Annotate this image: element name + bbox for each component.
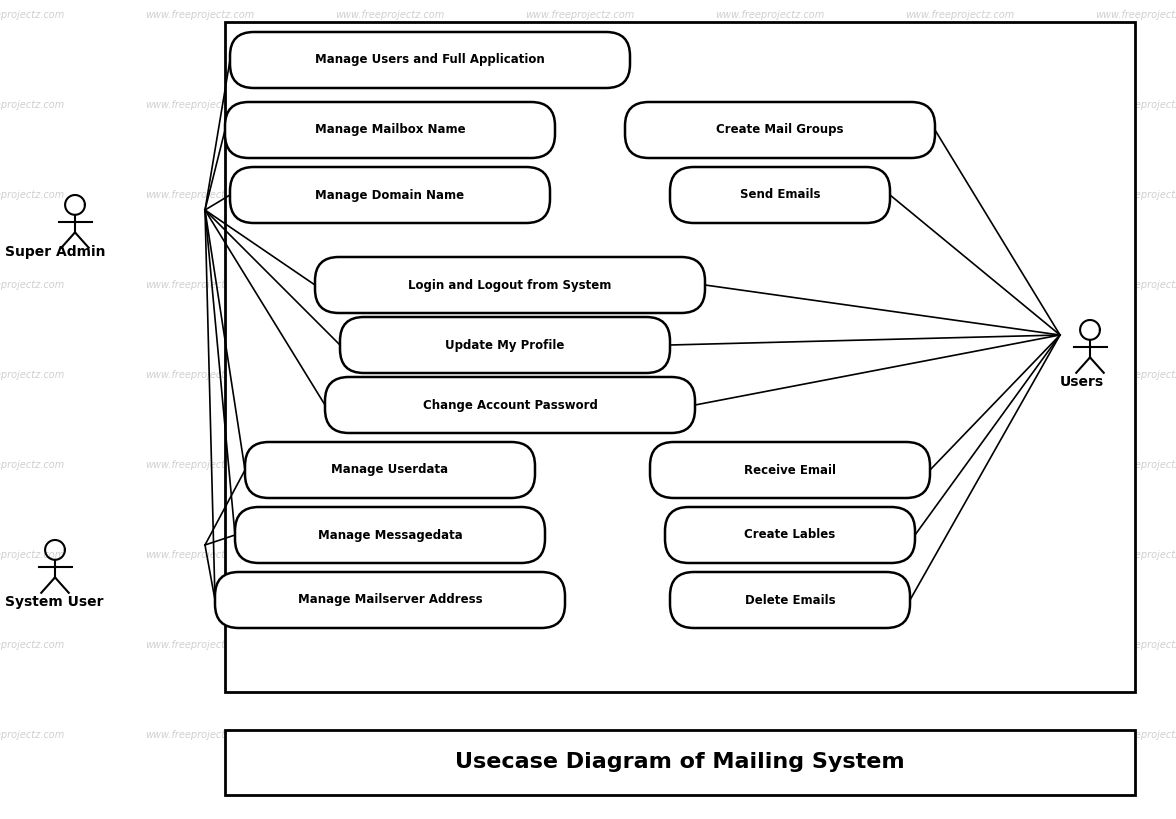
- Text: www.freeprojectz.com: www.freeprojectz.com: [146, 190, 255, 200]
- Text: www.freeprojectz.com: www.freeprojectz.com: [526, 280, 635, 290]
- Text: www.freeprojectz.com: www.freeprojectz.com: [1095, 10, 1176, 20]
- Text: www.freeprojectz.com: www.freeprojectz.com: [906, 190, 1015, 200]
- Text: www.freeprojectz.com: www.freeprojectz.com: [1095, 460, 1176, 470]
- FancyBboxPatch shape: [230, 32, 630, 88]
- Text: Delete Emails: Delete Emails: [744, 594, 835, 607]
- Text: www.freeprojectz.com: www.freeprojectz.com: [526, 100, 635, 110]
- Text: www.freeprojectz.com: www.freeprojectz.com: [1095, 190, 1176, 200]
- Text: www.freeprojectz.com: www.freeprojectz.com: [335, 10, 445, 20]
- Text: www.freeprojectz.com: www.freeprojectz.com: [0, 10, 65, 20]
- Text: www.freeprojectz.com: www.freeprojectz.com: [335, 280, 445, 290]
- Text: Send Emails: Send Emails: [740, 188, 820, 201]
- Text: www.freeprojectz.com: www.freeprojectz.com: [146, 370, 255, 380]
- Text: Users: Users: [1060, 375, 1104, 389]
- Text: www.freeprojectz.com: www.freeprojectz.com: [335, 100, 445, 110]
- Text: www.freeprojectz.com: www.freeprojectz.com: [715, 100, 824, 110]
- Text: www.freeprojectz.com: www.freeprojectz.com: [715, 280, 824, 290]
- Text: Manage Userdata: Manage Userdata: [332, 464, 448, 477]
- Text: Super Admin: Super Admin: [5, 245, 106, 259]
- Text: www.freeprojectz.com: www.freeprojectz.com: [906, 730, 1015, 740]
- FancyBboxPatch shape: [315, 257, 704, 313]
- Text: www.freeprojectz.com: www.freeprojectz.com: [906, 460, 1015, 470]
- Text: Usecase Diagram of Mailing System: Usecase Diagram of Mailing System: [455, 753, 904, 772]
- Text: www.freeprojectz.com: www.freeprojectz.com: [715, 370, 824, 380]
- Text: www.freeprojectz.com: www.freeprojectz.com: [526, 730, 635, 740]
- Text: www.freeprojectz.com: www.freeprojectz.com: [146, 640, 255, 650]
- Text: www.freeprojectz.com: www.freeprojectz.com: [906, 640, 1015, 650]
- Text: www.freeprojectz.com: www.freeprojectz.com: [146, 550, 255, 560]
- Text: Manage Domain Name: Manage Domain Name: [315, 188, 465, 201]
- Text: www.freeprojectz.com: www.freeprojectz.com: [906, 10, 1015, 20]
- FancyBboxPatch shape: [245, 442, 535, 498]
- FancyBboxPatch shape: [670, 167, 890, 223]
- Text: www.freeprojectz.com: www.freeprojectz.com: [715, 550, 824, 560]
- Text: www.freeprojectz.com: www.freeprojectz.com: [335, 460, 445, 470]
- FancyBboxPatch shape: [235, 507, 544, 563]
- Text: Create Lables: Create Lables: [744, 528, 836, 541]
- Text: www.freeprojectz.com: www.freeprojectz.com: [0, 460, 65, 470]
- Text: www.freeprojectz.com: www.freeprojectz.com: [1095, 100, 1176, 110]
- Text: www.freeprojectz.com: www.freeprojectz.com: [1095, 280, 1176, 290]
- Text: www.freeprojectz.com: www.freeprojectz.com: [146, 10, 255, 20]
- Text: www.freeprojectz.com: www.freeprojectz.com: [146, 100, 255, 110]
- Text: www.freeprojectz.com: www.freeprojectz.com: [715, 730, 824, 740]
- Text: www.freeprojectz.com: www.freeprojectz.com: [906, 280, 1015, 290]
- Text: www.freeprojectz.com: www.freeprojectz.com: [0, 370, 65, 380]
- Text: Manage Users and Full Application: Manage Users and Full Application: [315, 53, 544, 66]
- Text: Change Account Password: Change Account Password: [422, 399, 597, 411]
- Text: www.freeprojectz.com: www.freeprojectz.com: [1095, 640, 1176, 650]
- Text: www.freeprojectz.com: www.freeprojectz.com: [1095, 550, 1176, 560]
- FancyBboxPatch shape: [670, 572, 910, 628]
- Text: Manage Mailbox Name: Manage Mailbox Name: [315, 124, 466, 137]
- Text: www.freeprojectz.com: www.freeprojectz.com: [526, 10, 635, 20]
- Text: www.freeprojectz.com: www.freeprojectz.com: [146, 280, 255, 290]
- Text: www.freeprojectz.com: www.freeprojectz.com: [526, 640, 635, 650]
- Text: www.freeprojectz.com: www.freeprojectz.com: [0, 730, 65, 740]
- FancyBboxPatch shape: [664, 507, 915, 563]
- FancyBboxPatch shape: [215, 572, 564, 628]
- Text: www.freeprojectz.com: www.freeprojectz.com: [0, 100, 65, 110]
- FancyBboxPatch shape: [225, 102, 555, 158]
- Text: www.freeprojectz.com: www.freeprojectz.com: [906, 550, 1015, 560]
- Text: www.freeprojectz.com: www.freeprojectz.com: [715, 190, 824, 200]
- Text: www.freeprojectz.com: www.freeprojectz.com: [0, 280, 65, 290]
- Text: www.freeprojectz.com: www.freeprojectz.com: [526, 190, 635, 200]
- Text: www.freeprojectz.com: www.freeprojectz.com: [526, 460, 635, 470]
- FancyBboxPatch shape: [340, 317, 670, 373]
- Text: www.freeprojectz.com: www.freeprojectz.com: [715, 640, 824, 650]
- Text: www.freeprojectz.com: www.freeprojectz.com: [715, 460, 824, 470]
- Text: www.freeprojectz.com: www.freeprojectz.com: [146, 730, 255, 740]
- Text: System User: System User: [5, 595, 103, 609]
- Text: www.freeprojectz.com: www.freeprojectz.com: [1095, 370, 1176, 380]
- FancyBboxPatch shape: [225, 730, 1135, 795]
- Text: www.freeprojectz.com: www.freeprojectz.com: [335, 370, 445, 380]
- Text: www.freeprojectz.com: www.freeprojectz.com: [906, 370, 1015, 380]
- Text: www.freeprojectz.com: www.freeprojectz.com: [335, 640, 445, 650]
- Text: Update My Profile: Update My Profile: [446, 338, 564, 351]
- Text: www.freeprojectz.com: www.freeprojectz.com: [906, 100, 1015, 110]
- Text: www.freeprojectz.com: www.freeprojectz.com: [1095, 730, 1176, 740]
- Text: Manage Mailserver Address: Manage Mailserver Address: [298, 594, 482, 607]
- Text: www.freeprojectz.com: www.freeprojectz.com: [715, 10, 824, 20]
- Text: www.freeprojectz.com: www.freeprojectz.com: [335, 190, 445, 200]
- Text: www.freeprojectz.com: www.freeprojectz.com: [335, 550, 445, 560]
- Text: www.freeprojectz.com: www.freeprojectz.com: [526, 550, 635, 560]
- FancyBboxPatch shape: [225, 22, 1135, 692]
- Text: Manage Messagedata: Manage Messagedata: [318, 528, 462, 541]
- FancyBboxPatch shape: [325, 377, 695, 433]
- Text: Login and Logout from System: Login and Logout from System: [408, 278, 612, 292]
- Text: www.freeprojectz.com: www.freeprojectz.com: [0, 550, 65, 560]
- Text: www.freeprojectz.com: www.freeprojectz.com: [0, 190, 65, 200]
- FancyBboxPatch shape: [624, 102, 935, 158]
- Text: Create Mail Groups: Create Mail Groups: [716, 124, 843, 137]
- FancyBboxPatch shape: [650, 442, 930, 498]
- Text: Receive Email: Receive Email: [744, 464, 836, 477]
- Text: www.freeprojectz.com: www.freeprojectz.com: [146, 460, 255, 470]
- Text: www.freeprojectz.com: www.freeprojectz.com: [526, 370, 635, 380]
- Text: www.freeprojectz.com: www.freeprojectz.com: [0, 640, 65, 650]
- FancyBboxPatch shape: [230, 167, 550, 223]
- Text: www.freeprojectz.com: www.freeprojectz.com: [335, 730, 445, 740]
